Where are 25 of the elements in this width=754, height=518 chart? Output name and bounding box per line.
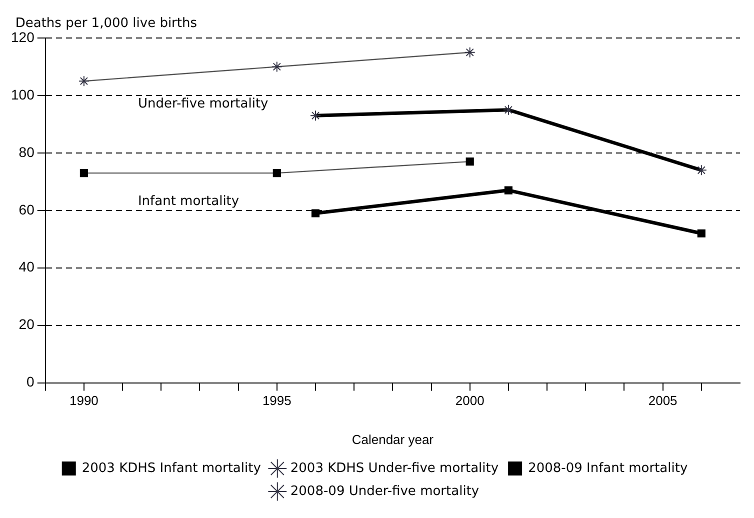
y-axis-title: Deaths per 1,000 live births	[15, 16, 198, 31]
point	[271, 61, 282, 72]
legend-label: 2003 KDHS Infant mortality	[82, 460, 262, 476]
x-tick-label: 2005	[648, 393, 678, 408]
y-tick-label: 20	[18, 316, 35, 332]
y-tick-label: 80	[18, 144, 35, 160]
y-tick-label: 60	[18, 201, 35, 218]
legend-label: 2003 KDHS Under-five mortality	[290, 460, 499, 476]
legend-label: 2008-09 Under-five mortality	[290, 484, 480, 499]
y-tick-label: 100	[11, 86, 35, 102]
point	[504, 186, 512, 194]
point	[311, 209, 320, 218]
x-tick-label: 1990	[69, 393, 98, 408]
legend-label: 2008-09 Infant mortality	[528, 460, 688, 476]
y-tick-label: 120	[11, 28, 35, 45]
y-tick-label: 40	[18, 258, 35, 275]
x-axis-title: Calendar year	[352, 432, 434, 447]
annotation: Under-five mortality	[138, 96, 269, 112]
x-tick-label: 1995	[262, 393, 292, 408]
annotation: Infant mortality	[138, 194, 240, 210]
point	[78, 76, 90, 87]
point	[464, 46, 476, 58]
x-tick-label: 2000	[455, 393, 484, 408]
point	[697, 229, 706, 238]
y-tick-label: 0	[26, 374, 35, 390]
